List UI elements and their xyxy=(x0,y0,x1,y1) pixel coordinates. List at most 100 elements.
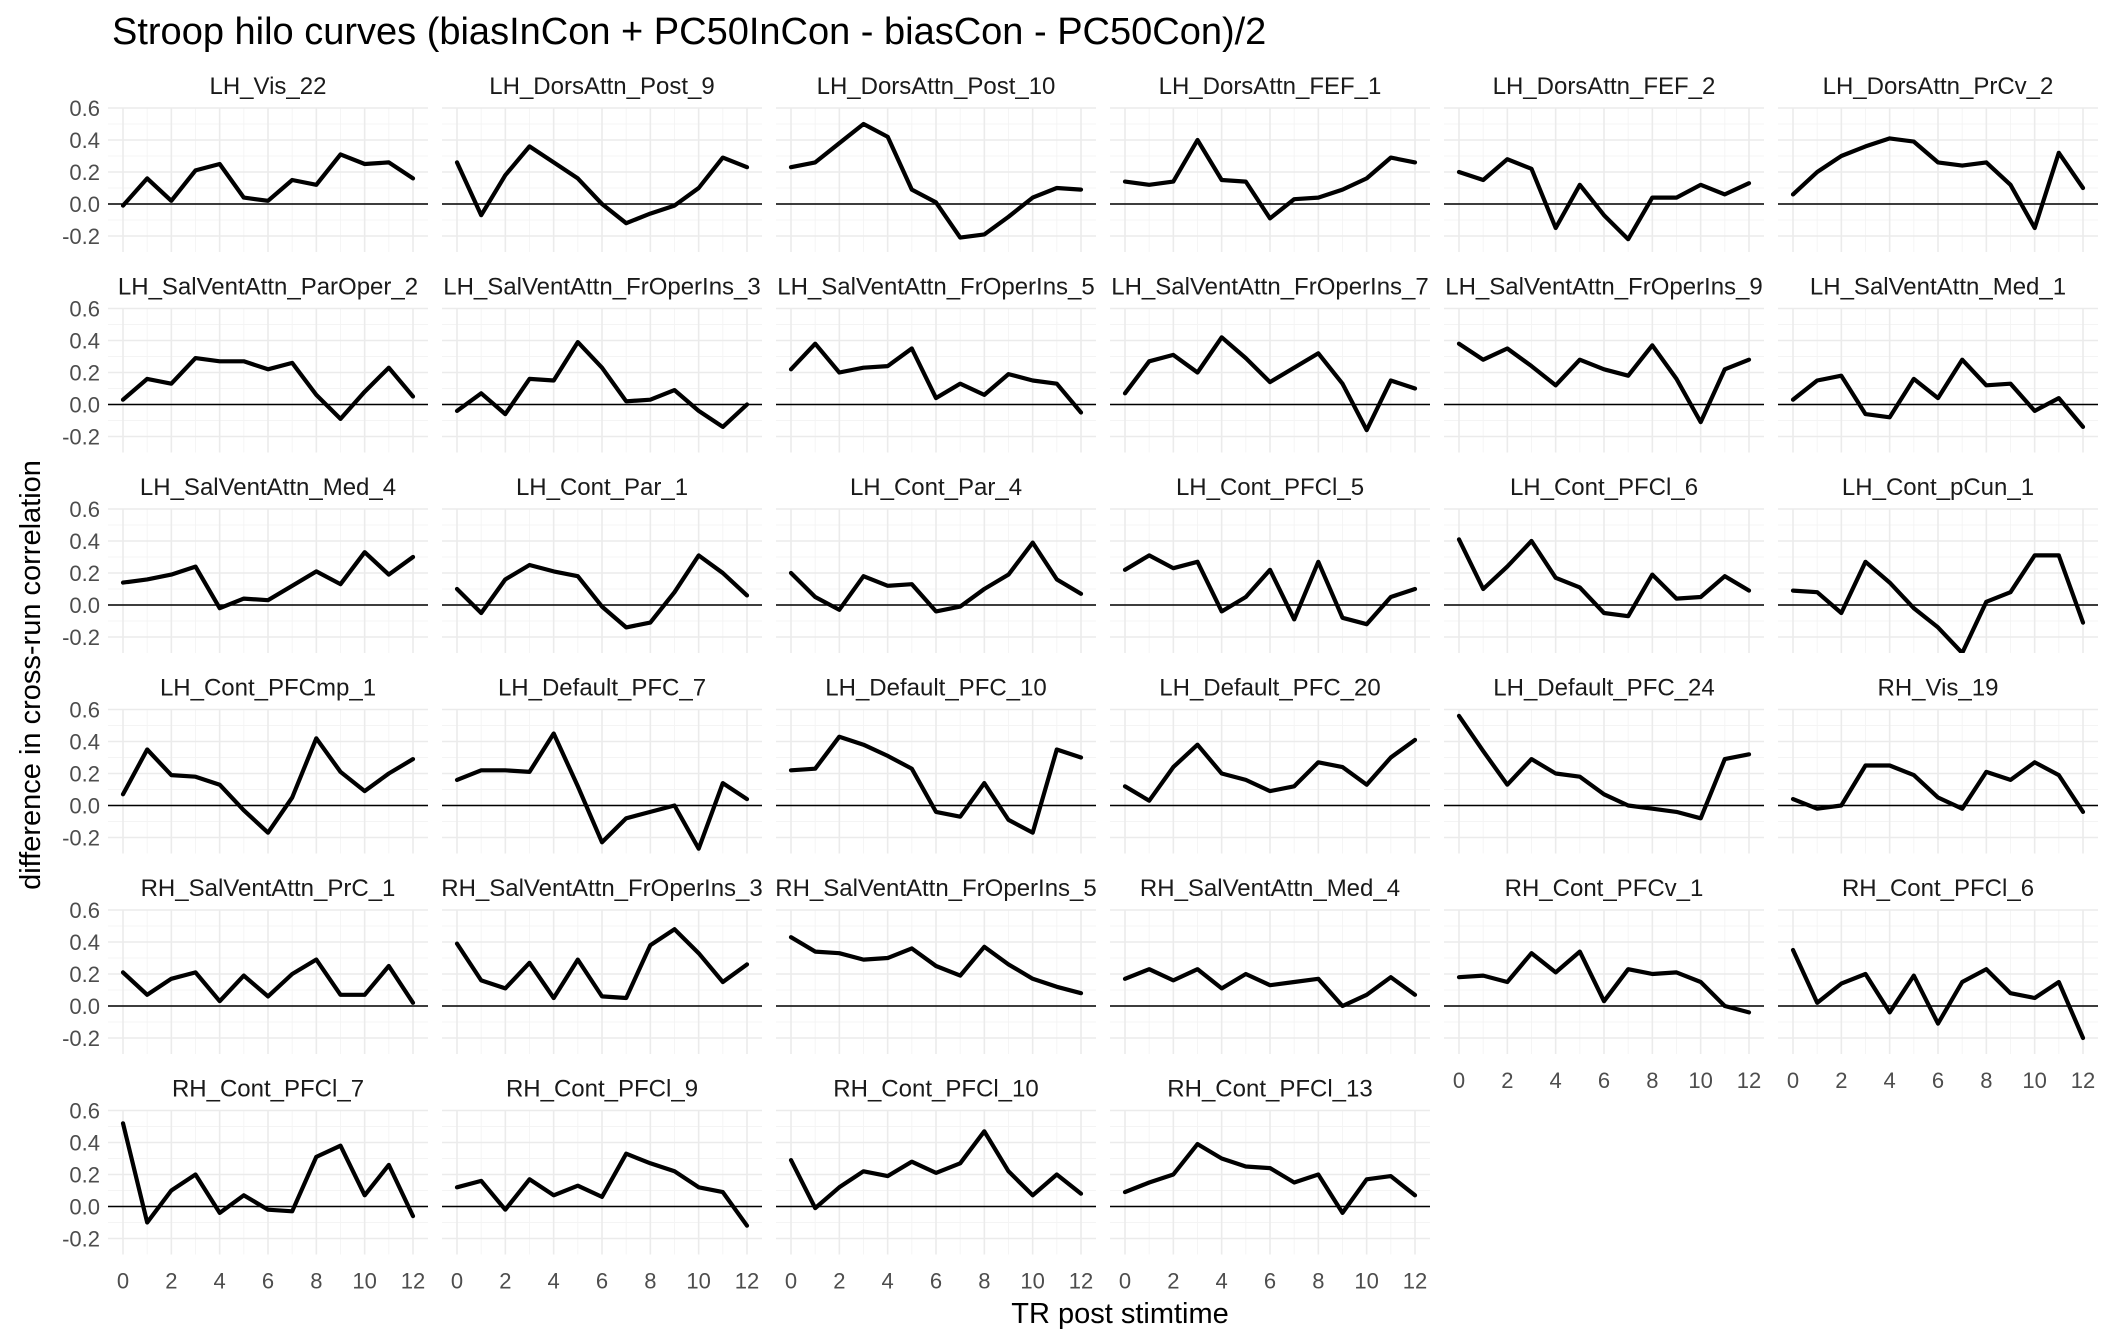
y-tick-label: 0.6 xyxy=(69,96,100,121)
facet-panel: RH_Cont_PFCv_1 0 2 4 6 8 10 12 xyxy=(1444,875,1764,1093)
facet-panel: LH_DorsAttn_Post_9 xyxy=(442,73,762,252)
x-tick-label: 4 xyxy=(1884,1068,1896,1093)
x-tick-label: 0 xyxy=(785,1269,797,1294)
y-tick-label: 0.2 xyxy=(69,762,100,787)
facet-strip-label: LH_DorsAttn_Post_9 xyxy=(489,73,714,100)
facet-panel: LH_SalVentAttn_FrOperIns_9 xyxy=(1444,274,1764,453)
x-tick-label: 12 xyxy=(2071,1068,2095,1093)
facet-panel: LH_DorsAttn_FEF_1 xyxy=(1110,73,1430,252)
x-tick-label: 10 xyxy=(1688,1068,1712,1093)
y-tick-label: 0.6 xyxy=(69,898,100,923)
x-tick-label: 6 xyxy=(930,1269,942,1294)
y-tick-label: 0.0 xyxy=(69,593,100,618)
facet-panel: RH_Cont_PFCl_7 -0.2 0.0 0.2 0.4 0.6 0 2 4 6 8 10 12 xyxy=(62,1076,428,1294)
facet-strip-label: LH_SalVentAttn_FrOperIns_7 xyxy=(1111,274,1429,301)
x-tick-label: 10 xyxy=(686,1269,710,1294)
y-tick-label: 0.2 xyxy=(69,962,100,987)
x-tick-label: 4 xyxy=(882,1269,894,1294)
facet-panel: LH_SalVentAttn_FrOperIns_7 xyxy=(1110,274,1430,453)
x-tick-label: 4 xyxy=(1216,1269,1228,1294)
x-tick-label: 4 xyxy=(1550,1068,1562,1093)
x-tick-label: 0 xyxy=(451,1269,463,1294)
x-tick-label: 8 xyxy=(1980,1068,1992,1093)
facet-strip-label: RH_Cont_PFCl_10 xyxy=(833,1076,1038,1103)
x-tick-label: 6 xyxy=(1932,1068,1944,1093)
facet-panel: LH_Default_PFC_24 xyxy=(1444,675,1764,854)
facet-strip-label: LH_Cont_PFCl_6 xyxy=(1510,474,1698,501)
y-tick-label: 0.0 xyxy=(69,393,100,418)
y-tick-label: -0.2 xyxy=(62,826,100,851)
x-tick-label: 12 xyxy=(1737,1068,1761,1093)
y-tick-label: 0.2 xyxy=(69,561,100,586)
facet-panel: LH_DorsAttn_PrCv_2 xyxy=(1778,73,2098,252)
x-tick-label: 12 xyxy=(1069,1269,1093,1294)
y-tick-label: 0.0 xyxy=(69,994,100,1019)
facet-panel: RH_Vis_19 xyxy=(1778,675,2098,854)
facet-panel: LH_SalVentAttn_Med_4 -0.2 0.0 0.2 0.4 0.6 xyxy=(62,474,428,653)
facet-strip-label: LH_SalVentAttn_FrOperIns_3 xyxy=(443,274,761,301)
facet-strip-label: RH_SalVentAttn_Med_4 xyxy=(1140,875,1400,902)
facet-strip-label: RH_Cont_PFCv_1 xyxy=(1505,875,1704,902)
facet-panel: LH_Cont_PFCl_5 xyxy=(1110,474,1430,653)
facet-strip-label: LH_SalVentAttn_ParOper_2 xyxy=(118,274,418,301)
y-tick-label: 0.2 xyxy=(69,160,100,185)
facet-strip-label: RH_Cont_PFCl_7 xyxy=(172,1076,364,1103)
x-tick-label: 0 xyxy=(1453,1068,1465,1093)
y-tick-label: 0.6 xyxy=(69,1099,100,1124)
facet-strip-label: LH_Cont_PFCmp_1 xyxy=(160,675,376,702)
x-tick-label: 2 xyxy=(499,1269,511,1294)
facet-strip-label: RH_Vis_19 xyxy=(1878,675,1999,702)
y-tick-label: -0.2 xyxy=(62,1227,100,1252)
facet-panel: LH_Default_PFC_20 xyxy=(1110,675,1430,854)
facet-panel: RH_SalVentAttn_Med_4 xyxy=(1110,875,1430,1054)
facet-panel: LH_SalVentAttn_ParOper_2 -0.2 0.0 0.2 0.4 0.6 xyxy=(62,274,428,453)
chart-title: Stroop hilo curves (biasInCon + PC50InCo… xyxy=(112,11,1266,53)
x-tick-label: 2 xyxy=(1501,1068,1513,1093)
y-tick-label: 0.4 xyxy=(69,1131,100,1156)
facet-panels: LH_Vis_22 -0.2 0.0 0.2 0.4 0.6 LH_DorsAttn_Pos… xyxy=(62,73,2098,1294)
x-tick-label: 8 xyxy=(644,1269,656,1294)
y-tick-label: -0.2 xyxy=(62,224,100,249)
facet-panel: RH_Cont_PFCl_9 0 2 4 6 8 10 12 xyxy=(442,1076,762,1294)
y-tick-label: 0.4 xyxy=(69,930,100,955)
x-tick-label: 2 xyxy=(165,1269,177,1294)
x-tick-label: 12 xyxy=(401,1269,425,1294)
facet-strip-label: LH_Default_PFC_10 xyxy=(825,675,1046,702)
y-tick-label: -0.2 xyxy=(62,625,100,650)
facet-strip-label: LH_Default_PFC_20 xyxy=(1159,675,1380,702)
x-tick-label: 0 xyxy=(117,1269,129,1294)
facet-panel: RH_Cont_PFCl_10 0 2 4 6 8 10 12 xyxy=(776,1076,1096,1294)
facet-panel: RH_SalVentAttn_FrOperIns_3 xyxy=(441,875,763,1054)
x-tick-label: 0 xyxy=(1787,1068,1799,1093)
facet-panel: RH_SalVentAttn_PrC_1 -0.2 0.0 0.2 0.4 0.6 xyxy=(62,875,428,1054)
facet-panel: RH_Cont_PFCl_6 0 2 4 6 8 10 12 xyxy=(1778,875,2098,1093)
facet-panel: LH_Cont_Par_1 xyxy=(442,474,762,653)
facet-panel: LH_SalVentAttn_Med_1 xyxy=(1778,274,2098,453)
facet-panel: RH_Cont_PFCl_13 0 2 4 6 8 10 12 xyxy=(1110,1076,1430,1294)
x-tick-label: 6 xyxy=(596,1269,608,1294)
facet-panel: LH_Cont_PFCmp_1 -0.2 0.0 0.2 0.4 0.6 xyxy=(62,675,428,854)
facet-strip-label: LH_Default_PFC_24 xyxy=(1493,675,1714,702)
facet-panel: LH_Cont_Par_4 xyxy=(776,474,1096,653)
facet-panel: LH_Cont_pCun_1 xyxy=(1778,474,2098,653)
x-tick-label: 10 xyxy=(2022,1068,2046,1093)
y-tick-label: 0.0 xyxy=(69,794,100,819)
x-tick-label: 10 xyxy=(1354,1269,1378,1294)
x-tick-label: 8 xyxy=(1312,1269,1324,1294)
facet-strip-label: RH_SalVentAttn_FrOperIns_5 xyxy=(775,875,1097,902)
facet-strip-label: LH_DorsAttn_PrCv_2 xyxy=(1823,73,2054,100)
x-tick-label: 12 xyxy=(735,1269,759,1294)
y-tick-label: 0.2 xyxy=(69,1163,100,1188)
x-tick-label: 10 xyxy=(352,1269,376,1294)
y-tick-label: 0.0 xyxy=(69,192,100,217)
facet-panel: LH_Default_PFC_10 xyxy=(776,675,1096,854)
facet-strip-label: LH_DorsAttn_Post_10 xyxy=(817,73,1056,100)
x-tick-label: 6 xyxy=(262,1269,274,1294)
facet-panel: LH_DorsAttn_FEF_2 xyxy=(1444,73,1764,252)
y-tick-label: -0.2 xyxy=(62,1026,100,1051)
x-tick-label: 2 xyxy=(833,1269,845,1294)
facet-panel: LH_SalVentAttn_FrOperIns_3 xyxy=(442,274,762,453)
facet-strip-label: LH_SalVentAttn_FrOperIns_5 xyxy=(777,274,1095,301)
facet-strip-label: RH_Cont_PFCl_13 xyxy=(1167,1076,1372,1103)
